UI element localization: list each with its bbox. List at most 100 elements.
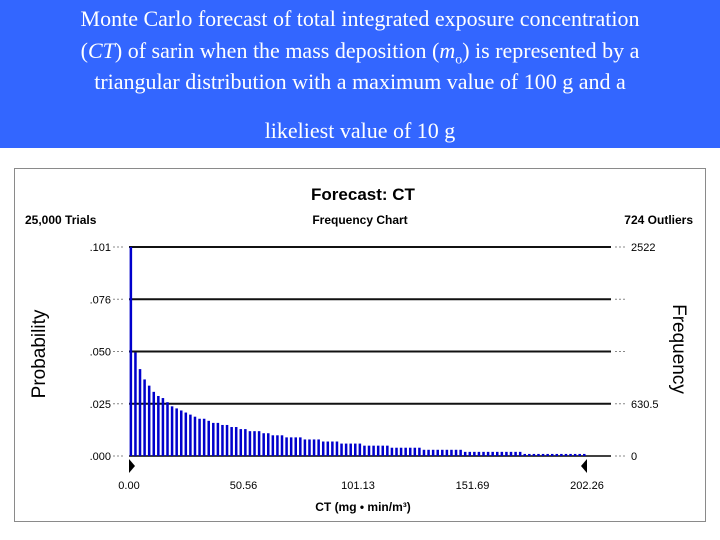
histogram-bar	[441, 449, 444, 456]
histogram-bar	[367, 445, 371, 456]
trials-label: 25,000 Trials	[25, 213, 97, 227]
x-tick-label: 50.56	[230, 480, 258, 492]
histogram-bar	[573, 453, 577, 456]
histogram-bar	[134, 352, 137, 456]
histogram-bar	[202, 418, 206, 456]
slide-title-line-2: (CT) of sarin when the mass deposition (…	[0, 38, 720, 73]
y-tick-label-right: 2522	[631, 242, 655, 254]
histogram-bar	[473, 451, 476, 456]
histogram-bar	[537, 453, 540, 456]
histogram-bar	[422, 449, 426, 456]
histogram-bar	[340, 443, 343, 456]
histogram-bar	[161, 398, 165, 456]
histogram-bar	[436, 449, 439, 456]
slide-title-line-3: triangular distribution with a maximum v…	[94, 69, 626, 94]
histogram-bar	[427, 449, 430, 456]
histogram-bar	[248, 431, 252, 456]
histogram-bar	[267, 433, 270, 456]
histogram-bar	[207, 420, 210, 456]
histogram-bar	[289, 437, 293, 456]
histogram-bar	[358, 443, 362, 456]
histogram-bar	[463, 451, 467, 456]
y-tick-label-right: 0	[631, 451, 637, 463]
slide-title-line-1: Monte Carlo forecast of total integrated…	[80, 6, 640, 31]
y-tick-label-left: .000	[90, 451, 111, 463]
histogram-bar	[280, 435, 284, 456]
histogram-bar	[271, 435, 275, 456]
histogram-bar	[486, 451, 490, 456]
histogram-bar	[583, 453, 586, 456]
histogram-bar	[257, 431, 261, 456]
histogram-bar	[523, 453, 526, 456]
histogram-bar	[386, 445, 389, 456]
histogram-bar	[546, 453, 549, 456]
histogram-bar	[299, 437, 302, 456]
histogram-bar	[335, 441, 339, 456]
histogram-bar	[294, 437, 297, 456]
histogram-bar	[321, 441, 325, 456]
histogram-bar	[312, 439, 316, 456]
histogram-bar	[482, 451, 485, 456]
histogram-bar	[344, 443, 348, 456]
histogram-bar	[147, 385, 151, 456]
histogram-bar	[528, 453, 531, 456]
histogram-bar	[408, 447, 412, 456]
histogram-bar	[170, 406, 174, 456]
histogram-bar	[331, 441, 334, 456]
histogram-bar	[143, 379, 146, 456]
histogram-bar	[532, 453, 536, 456]
histogram-bar	[376, 445, 380, 456]
histogram-bar	[129, 247, 133, 456]
x-tick-label: 202.26	[570, 480, 604, 492]
histogram-bar	[500, 451, 504, 456]
histogram-bar	[431, 449, 435, 456]
chart-title: Forecast: CT	[311, 185, 416, 204]
histogram-bar	[541, 453, 545, 456]
histogram-bar	[253, 431, 256, 456]
range-start-marker[interactable]	[129, 459, 135, 473]
y-tick-label-left: .076	[90, 294, 111, 306]
chart-subtitle: Frequency Chart	[312, 213, 407, 227]
x-tick-label: 151.69	[456, 480, 490, 492]
histogram-bar	[317, 439, 320, 456]
histogram-bar	[505, 451, 508, 456]
histogram-bar	[395, 447, 398, 456]
histogram-bar	[198, 418, 201, 456]
forecast-chart: Forecast: CT 25,000 Trials Frequency Cha…	[25, 185, 693, 514]
histogram-bar	[514, 451, 517, 456]
histogram-bar	[175, 408, 178, 456]
histogram-bar	[225, 424, 229, 456]
histogram-bar	[404, 447, 407, 456]
histogram-bar	[363, 445, 366, 456]
x-tick-label: 101.13	[341, 480, 375, 492]
histogram-bar	[244, 429, 247, 456]
histogram-bar	[372, 445, 375, 456]
histogram-bar	[285, 437, 288, 456]
histogram-bar	[157, 395, 160, 456]
range-end-marker[interactable]	[581, 459, 587, 473]
histogram-bar	[189, 414, 192, 456]
ct-symbol: CT	[87, 38, 115, 63]
title-text: ) is represented by a	[462, 38, 640, 63]
slide-header: Monte Carlo forecast of total integrated…	[0, 0, 720, 148]
histogram-bar	[212, 422, 215, 456]
histogram-bar	[381, 445, 385, 456]
histogram-bar	[308, 439, 311, 456]
y-tick-label-right: 630.5	[631, 399, 659, 411]
histogram-bar	[326, 441, 330, 456]
histogram-bar	[459, 449, 462, 456]
histogram-bar	[413, 447, 417, 456]
histogram-bar	[234, 427, 238, 456]
y-tick-label-left: .101	[90, 242, 111, 254]
histogram-bar	[276, 435, 279, 456]
histogram-bar	[216, 422, 220, 456]
histogram-bar	[390, 447, 394, 456]
mass-subscript: o	[455, 52, 463, 68]
histogram-bar	[550, 453, 554, 456]
histogram-bar	[184, 412, 188, 456]
histogram-bar	[221, 424, 224, 456]
histogram-bar	[445, 449, 449, 456]
chart-frame: Forecast: CT 25,000 Trials Frequency Cha…	[14, 168, 706, 522]
histogram-bar	[578, 453, 581, 456]
outliers-label: 724 Outliers	[624, 213, 693, 227]
